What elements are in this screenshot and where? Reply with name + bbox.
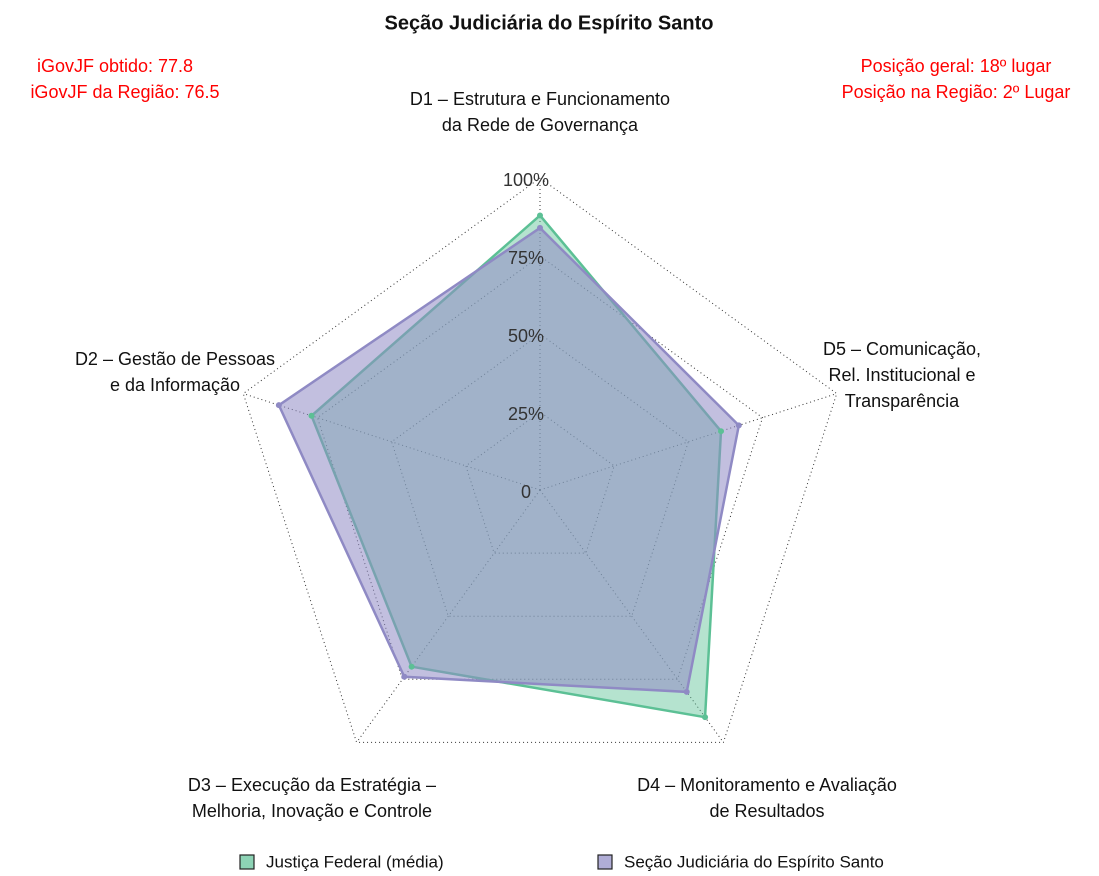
series-area — [277, 226, 741, 694]
legend-label: Seção Judiciária do Espírito Santo — [624, 852, 884, 871]
axis-label: D5 – Comunicação, — [823, 339, 981, 359]
r-tick-label: 25% — [508, 404, 544, 424]
r-tick-label: 75% — [508, 248, 544, 268]
data-point — [718, 428, 725, 435]
r-tick-label: 50% — [508, 326, 544, 346]
axis-label: D2 – Gestão de Pessoas — [75, 349, 275, 369]
data-point — [702, 714, 709, 721]
axis-label: da Rede de Governança — [442, 115, 639, 135]
axis-label: de Resultados — [709, 801, 824, 821]
data-point — [408, 663, 415, 670]
axis-label: D3 – Execução da Estratégia – — [188, 775, 436, 795]
annotation: Posição geral: 18º lugar — [861, 56, 1052, 76]
data-point — [275, 402, 282, 409]
axis-label: D4 – Monitoramento e Avaliação — [637, 775, 897, 795]
data-point — [308, 412, 315, 419]
annotation: iGovJF da Região: 76.5 — [30, 82, 219, 102]
axis-label: Rel. Institucional e — [828, 365, 975, 385]
annotation: iGovJF obtido: 77.8 — [37, 56, 193, 76]
r-tick-label: 100% — [503, 170, 549, 190]
axis-label: Melhoria, Inovação e Controle — [192, 801, 432, 821]
r-tick-label: 0 — [521, 482, 531, 502]
legend-swatch — [239, 854, 255, 870]
axis-label: D1 – Estrutura e Funcionamento — [410, 89, 670, 109]
data-point — [735, 422, 742, 429]
chart-title: Seção Judiciária do Espírito Santo — [385, 12, 714, 34]
data-point — [401, 673, 408, 680]
legend-label: Justiça Federal (média) — [266, 852, 444, 871]
data-point — [537, 224, 543, 231]
axis-label: Transparência — [845, 391, 960, 411]
axis-label: e da Informação — [110, 375, 240, 395]
annotation: Posição na Região: 2º Lugar — [842, 82, 1071, 102]
legend-swatch — [597, 854, 613, 870]
data-point — [537, 212, 543, 219]
grid-ring — [242, 177, 838, 743]
data-point — [683, 688, 690, 695]
